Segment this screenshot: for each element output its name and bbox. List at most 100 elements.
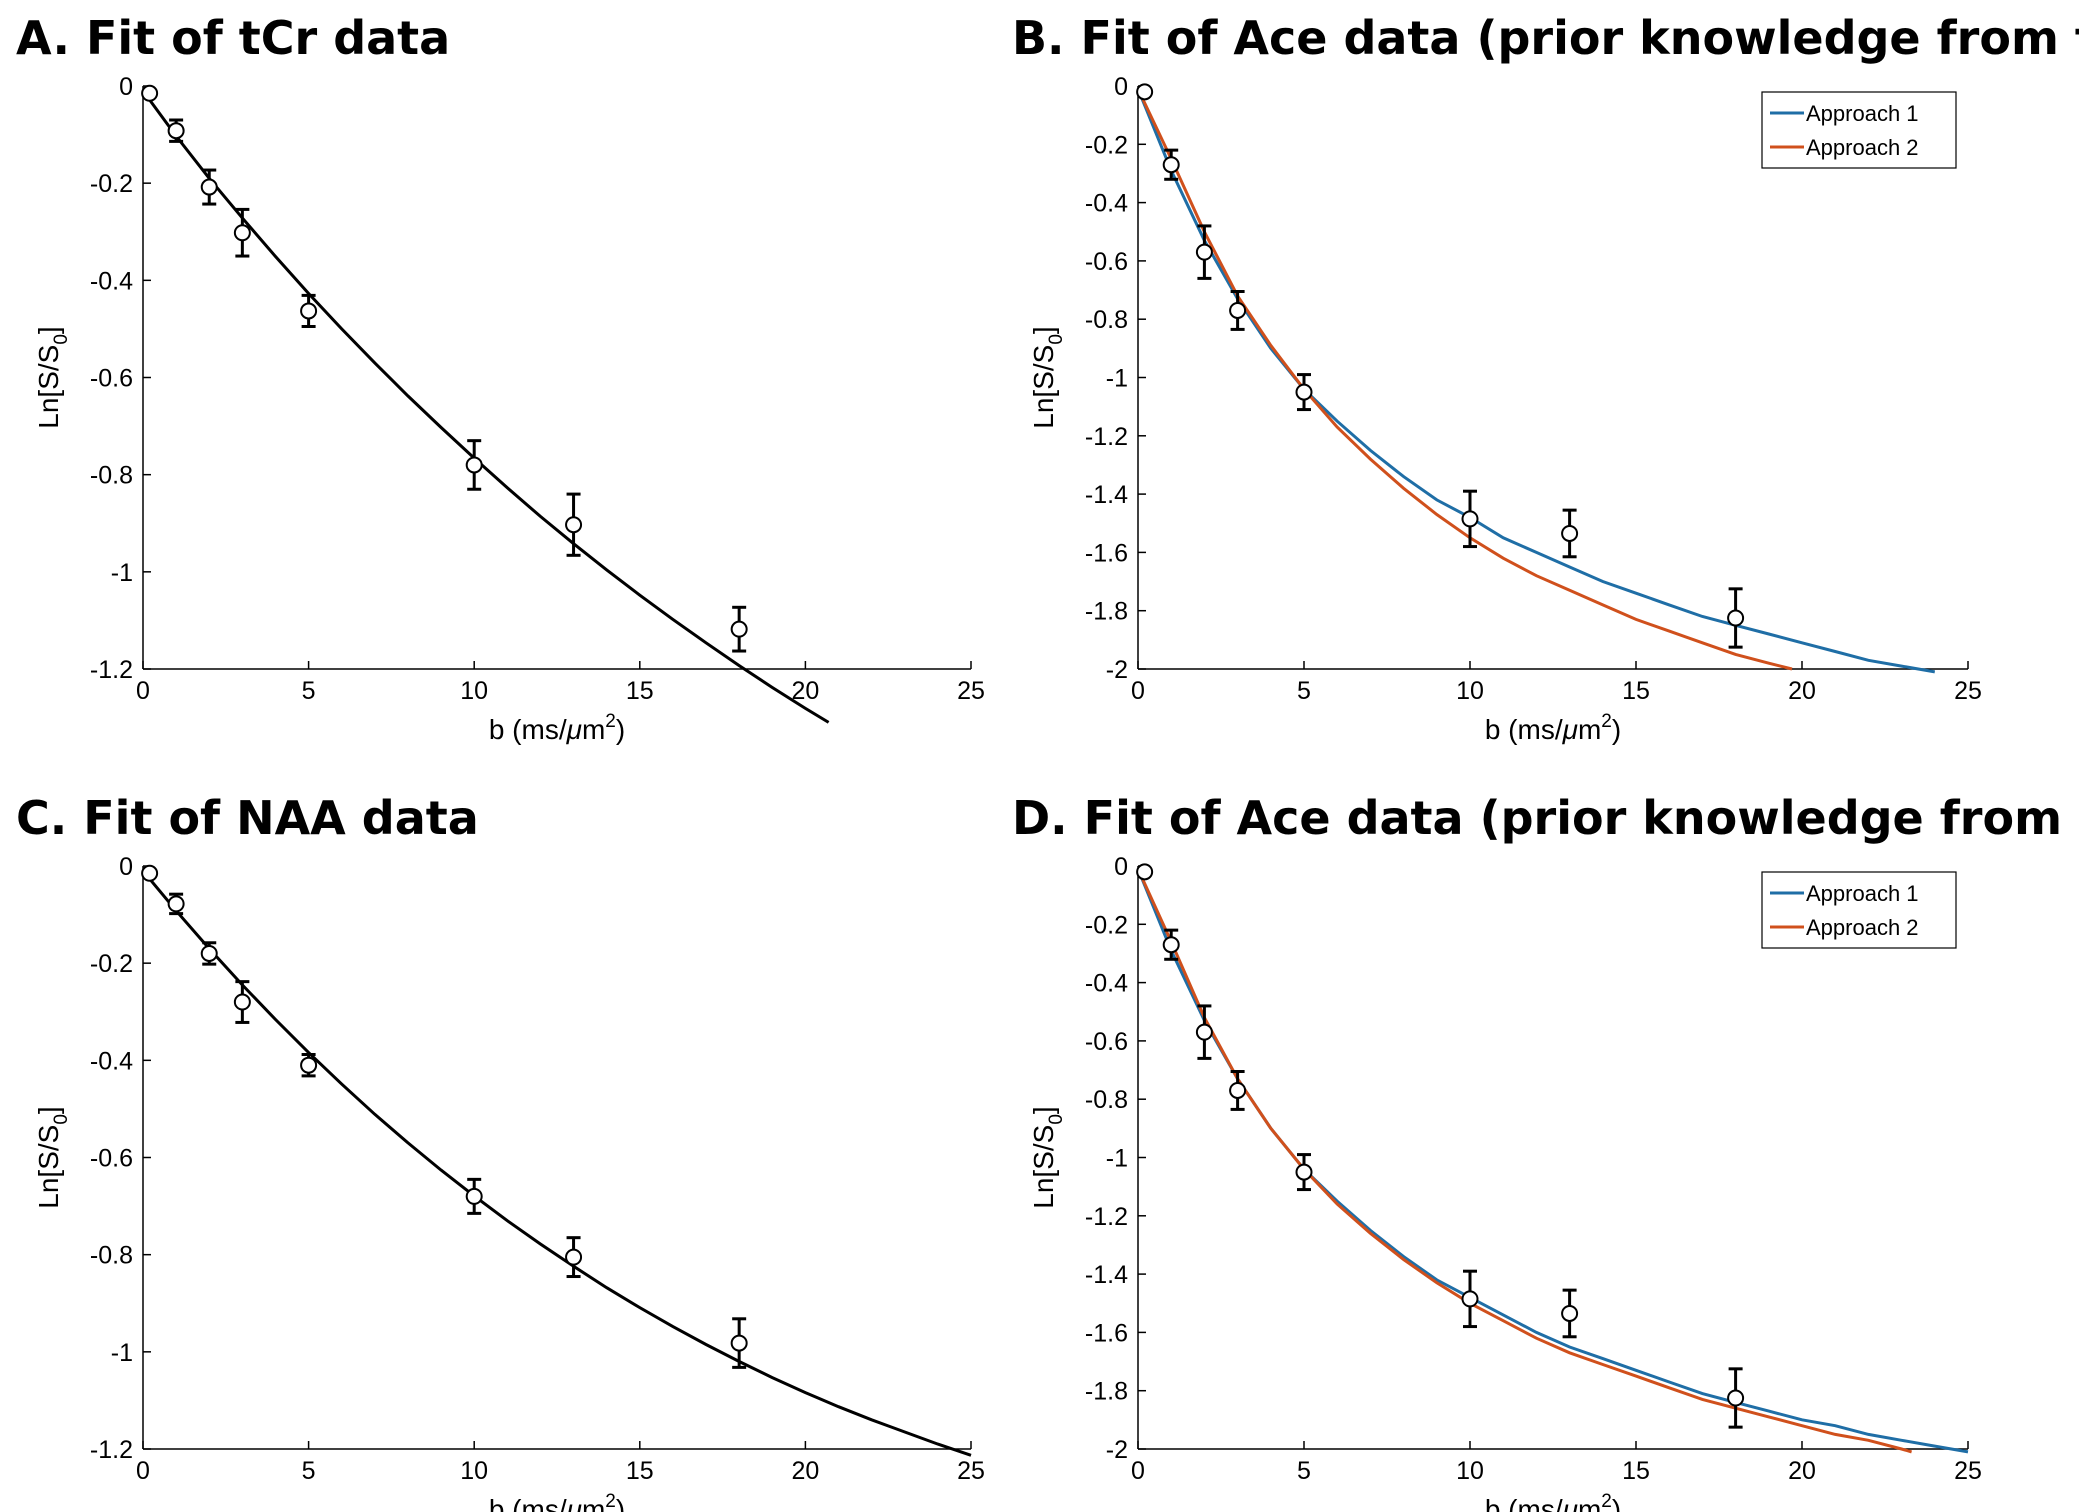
panel-d: D. Fit of Ace data (prior knowledge from… bbox=[1012, 791, 2079, 1512]
x-axis-label-mu: μ bbox=[1562, 714, 1578, 745]
y-tick-label: -0.2 bbox=[1085, 131, 1128, 159]
x-tick-label: 10 bbox=[1456, 1457, 1484, 1485]
x-axis-label-sup: 2 bbox=[1601, 1491, 1612, 1512]
panel-title: D. Fit of Ace data (prior knowledge from… bbox=[1012, 791, 2079, 845]
data-point bbox=[565, 1248, 583, 1266]
x-axis-label: b (ms/μm2) bbox=[1485, 711, 1621, 745]
x-axis-label: b (ms/μm2) bbox=[489, 711, 625, 745]
y-tick-label: -1.8 bbox=[1085, 598, 1128, 626]
y-tick-label: -0.8 bbox=[90, 1242, 133, 1270]
data-point bbox=[1461, 510, 1479, 528]
y-axis-label-sub: 0 bbox=[1046, 334, 1067, 345]
y-tick-label: -0.4 bbox=[1085, 190, 1128, 218]
y-axis-label-close: ] bbox=[1028, 326, 1059, 334]
data-point bbox=[1229, 301, 1247, 319]
x-axis-label-text: b (ms/ bbox=[489, 1494, 567, 1512]
y-tick-label: -0.4 bbox=[90, 267, 133, 295]
legend-label: Approach 2 bbox=[1806, 915, 1919, 940]
data-point bbox=[730, 620, 748, 638]
y-tick-label: -1.2 bbox=[1085, 423, 1128, 451]
data-point bbox=[1295, 1163, 1313, 1181]
y-axis-label-text: Ln[S/S bbox=[33, 345, 64, 429]
x-axis-label: b (ms/μm2) bbox=[489, 1491, 625, 1512]
x-axis-label-mu: μ bbox=[566, 1494, 582, 1512]
fit-curve-fit bbox=[141, 90, 830, 724]
legend: Approach 1 Approach 2 bbox=[1761, 91, 1957, 169]
y-tick-label: -1 bbox=[1106, 1145, 1128, 1173]
x-axis-label-close: ) bbox=[616, 1494, 625, 1512]
y-tick-label: -2 bbox=[1106, 656, 1128, 684]
data-point bbox=[565, 516, 583, 534]
y-tick-label: -1 bbox=[1106, 365, 1128, 393]
data-point bbox=[200, 944, 218, 962]
data-point bbox=[1561, 1304, 1579, 1322]
x-tick-label: 25 bbox=[957, 1457, 985, 1485]
x-tick-label: 10 bbox=[460, 1457, 488, 1485]
data-point bbox=[1195, 1023, 1213, 1041]
y-tick-label: 0 bbox=[119, 73, 133, 101]
x-axis-label-close: ) bbox=[1612, 714, 1621, 745]
y-axis-label: Ln[S/S0] bbox=[1028, 1106, 1067, 1208]
x-axis-label-text: b (ms/ bbox=[1485, 714, 1563, 745]
x-tick-label: 25 bbox=[1954, 1457, 1982, 1485]
x-axis-label-close: ) bbox=[616, 714, 625, 745]
y-tick-label: -1.6 bbox=[1085, 1319, 1128, 1347]
data-point bbox=[233, 993, 251, 1011]
x-tick-label: 20 bbox=[1788, 1457, 1816, 1485]
y-tick-label: -0.2 bbox=[90, 170, 133, 198]
x-tick-label: 20 bbox=[791, 677, 819, 705]
y-axis-label-text: Ln[S/S bbox=[33, 1125, 64, 1209]
y-tick-label: -0.8 bbox=[90, 462, 133, 490]
y-tick-label: -0.4 bbox=[90, 1047, 133, 1075]
fit-curve-fit bbox=[141, 869, 972, 1457]
x-axis-label: b (ms/μm2) bbox=[1485, 1491, 1621, 1512]
panel-b: B. Fit of Ace data (prior knowledge from… bbox=[1012, 11, 2079, 745]
y-axis-label-text: Ln[S/S bbox=[1028, 345, 1059, 429]
data-point bbox=[1162, 156, 1180, 174]
legend-label: Approach 2 bbox=[1806, 135, 1919, 160]
data-point bbox=[300, 1056, 318, 1074]
data-point bbox=[1561, 524, 1579, 542]
y-tick-label: -1.4 bbox=[1085, 1261, 1128, 1289]
x-axis-label-sup: 2 bbox=[1601, 711, 1612, 732]
y-tick-label: -1.2 bbox=[90, 1436, 133, 1464]
y-tick-label: -0.8 bbox=[1085, 1086, 1128, 1114]
y-tick-label: -0.2 bbox=[90, 950, 133, 978]
x-axis-label-sup: 2 bbox=[605, 711, 616, 732]
y-axis-label: Ln[S/S0] bbox=[33, 1106, 72, 1208]
y-tick-label: 0 bbox=[1114, 853, 1128, 881]
y-tick-label: -1.2 bbox=[90, 656, 133, 684]
y-tick-label: -0.6 bbox=[90, 365, 133, 393]
fit-curve-approach1 bbox=[1136, 868, 1969, 1454]
y-axis-label-sub: 0 bbox=[1046, 1114, 1067, 1125]
fit-curve-approach1 bbox=[1136, 88, 1936, 674]
x-axis-label-unit: m bbox=[582, 1494, 605, 1512]
data-point bbox=[141, 84, 159, 102]
legend-box bbox=[1761, 871, 1957, 949]
x-tick-label: 15 bbox=[626, 1457, 654, 1485]
legend: Approach 1 Approach 2 bbox=[1761, 871, 1957, 949]
data-point bbox=[233, 224, 251, 242]
y-tick-label: -0.6 bbox=[90, 1145, 133, 1173]
x-tick-label: 15 bbox=[626, 677, 654, 705]
x-axis-label-close: ) bbox=[1612, 1494, 1621, 1512]
x-tick-label: 5 bbox=[302, 677, 316, 705]
data-point bbox=[1136, 83, 1154, 101]
x-tick-label: 5 bbox=[1297, 677, 1311, 705]
panel-title: A. Fit of tCr data bbox=[16, 11, 450, 65]
data-point bbox=[1461, 1290, 1479, 1308]
data-point bbox=[1136, 863, 1154, 881]
data-point bbox=[1727, 1389, 1745, 1407]
y-tick-label: 0 bbox=[1114, 73, 1128, 101]
y-tick-label: -1.6 bbox=[1085, 539, 1128, 567]
y-axis-label-close: ] bbox=[1028, 1106, 1059, 1114]
y-tick-label: -2 bbox=[1106, 1436, 1128, 1464]
x-axis-label-sup: 2 bbox=[605, 1491, 616, 1512]
x-axis-label-mu: μ bbox=[566, 714, 582, 745]
legend-label: Approach 1 bbox=[1806, 881, 1919, 906]
data-point bbox=[465, 1187, 483, 1205]
fit-curve-approach2 bbox=[1136, 868, 1913, 1454]
